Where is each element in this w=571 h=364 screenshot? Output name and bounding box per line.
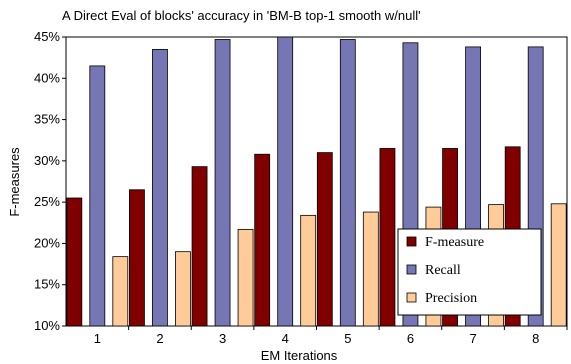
bar-recall	[214, 39, 231, 327]
bar-recall	[152, 48, 168, 327]
bar-f-measure	[379, 148, 396, 327]
x-tick-label: 2	[156, 331, 163, 346]
bar-precision	[175, 251, 191, 327]
bar-precision	[550, 203, 567, 327]
bar-f-measure	[254, 153, 271, 327]
x-tick-label: 1	[94, 331, 101, 346]
x-tick-label: 4	[282, 331, 289, 346]
y-tick-label: 40%	[34, 70, 60, 85]
y-axis-label: F-measures	[7, 147, 22, 217]
y-tick-label: 10%	[34, 318, 60, 333]
y-tick-label: 15%	[34, 277, 60, 292]
bar-f-measure	[316, 152, 333, 327]
y-tick-label: 35%	[34, 112, 60, 127]
bar-precision	[362, 211, 379, 327]
chart-title: A Direct Eval of blocks' accuracy in 'BM…	[62, 8, 421, 23]
bar-f-measure	[66, 197, 83, 327]
legend-swatch	[406, 264, 417, 275]
bar-f-measure	[129, 189, 145, 327]
legend-swatch	[406, 236, 417, 247]
bar-precision	[300, 214, 317, 327]
bar-recall	[339, 39, 356, 327]
legend: F-measure Recall Precision	[397, 228, 542, 316]
y-tick-label: 25%	[34, 194, 60, 209]
bar-recall	[277, 36, 294, 327]
bar-precision	[237, 228, 254, 327]
legend-label: Recall	[425, 263, 461, 278]
y-tick-label: 20%	[34, 235, 60, 250]
bar-precision	[112, 256, 129, 327]
x-tick-label: 3	[219, 331, 226, 346]
y-tick-label: 30%	[34, 153, 60, 168]
legend-box	[397, 228, 542, 316]
x-tick-label: 7	[469, 331, 476, 346]
x-tick-label: 8	[532, 331, 539, 346]
legend-label: F-measure	[425, 235, 484, 250]
x-tick-label: 6	[407, 331, 414, 346]
x-axis-label: EM Iterations	[261, 348, 338, 363]
legend-swatch	[406, 292, 417, 303]
legend-label: Precision	[425, 291, 477, 306]
x-tick-label: 5	[344, 331, 351, 346]
y-tick-label: 45%	[34, 29, 60, 44]
bar-recall	[89, 65, 106, 327]
bar-f-measure	[191, 166, 208, 327]
